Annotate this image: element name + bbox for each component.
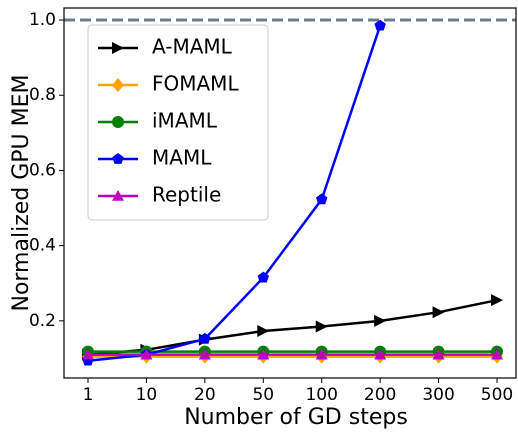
data-point bbox=[374, 314, 387, 327]
legend-label: A-MAML bbox=[152, 35, 233, 59]
data-point bbox=[374, 348, 387, 360]
x-axis-label: Number of GD steps bbox=[184, 405, 408, 430]
plot-frame bbox=[63, 7, 517, 379]
data-point bbox=[140, 348, 153, 360]
series-line bbox=[87, 298, 498, 356]
y-tick-label: 1.0 bbox=[29, 10, 56, 30]
x-tick-label: 50 bbox=[252, 385, 274, 405]
y-tick-label: 0.4 bbox=[29, 236, 56, 256]
data-point bbox=[432, 348, 445, 360]
data-point bbox=[257, 271, 269, 283]
x-tick-label: 500 bbox=[481, 385, 513, 405]
x-tick-label: 20 bbox=[194, 385, 216, 405]
data-point bbox=[257, 324, 270, 337]
data-point bbox=[315, 348, 328, 360]
data-point bbox=[199, 332, 211, 344]
data-point bbox=[374, 19, 386, 31]
y-tick-label: 0.2 bbox=[29, 311, 56, 331]
data-point bbox=[491, 348, 503, 360]
data-point bbox=[198, 348, 211, 360]
legend-label: FOMAML bbox=[152, 72, 239, 96]
data-point bbox=[316, 193, 328, 205]
legend-label: Reptile bbox=[152, 183, 221, 207]
legend-label: MAML bbox=[152, 146, 212, 170]
legend-marker bbox=[112, 42, 124, 54]
legend-marker bbox=[112, 78, 124, 92]
legend-marker bbox=[112, 153, 124, 164]
legend-marker bbox=[112, 190, 124, 201]
data-point bbox=[315, 320, 328, 333]
y-tick-label: 0.6 bbox=[29, 160, 56, 180]
x-tick-label: 200 bbox=[364, 385, 396, 405]
x-tick-label: 100 bbox=[305, 385, 337, 405]
data-point bbox=[491, 294, 503, 307]
legend: A-MAML FOMAML iMAML MAML Reptile bbox=[87, 24, 269, 221]
y-tick-label: 0.8 bbox=[29, 85, 56, 105]
data-point bbox=[432, 306, 445, 319]
legend-box bbox=[87, 24, 269, 221]
data-point bbox=[257, 348, 270, 360]
x-tick-label: 1 bbox=[83, 385, 94, 405]
y-axis-label: Normalized GPU MEM bbox=[9, 74, 34, 311]
legend-label: iMAML bbox=[152, 109, 218, 133]
x-tick-label: 10 bbox=[136, 385, 158, 405]
data-point bbox=[82, 348, 94, 360]
x-tick-label: 300 bbox=[422, 385, 454, 405]
legend-marker bbox=[112, 116, 124, 128]
